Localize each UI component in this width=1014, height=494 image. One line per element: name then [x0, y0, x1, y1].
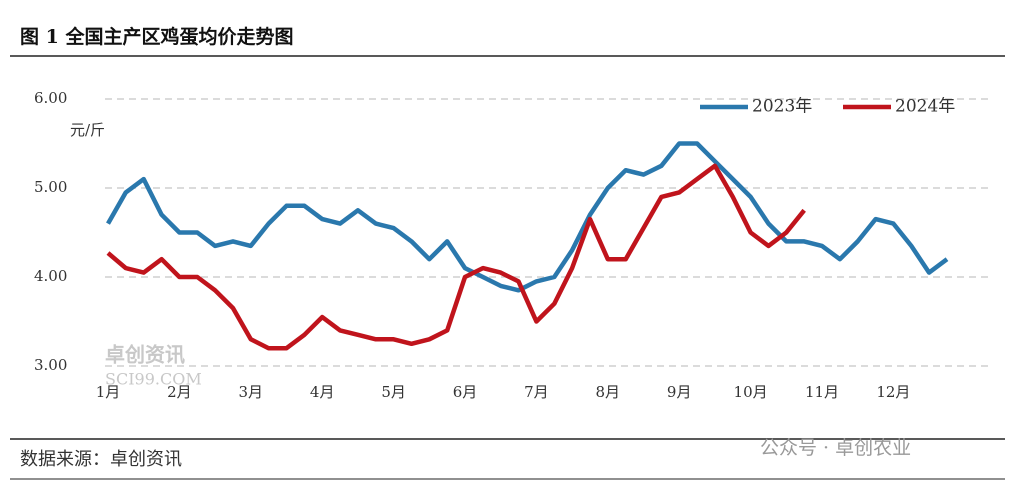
x-tick-label: 2月 — [167, 383, 192, 401]
y-axis-label: 元/斤 — [70, 121, 105, 139]
x-tick-label: 4月 — [310, 383, 335, 401]
x-tick-label: 3月 — [239, 383, 264, 401]
watermark-sub: SCI99.COM — [105, 370, 202, 389]
line-series — [106, 141, 949, 293]
source-note: 数据来源：卓创资讯 — [20, 449, 182, 470]
y-tick-label: 5.00 — [34, 178, 67, 196]
x-tick-label: 12月 — [876, 383, 910, 401]
x-tick-label: 8月 — [596, 383, 621, 401]
legend-label: 2024年 — [895, 97, 955, 117]
x-tick-label: 6月 — [453, 383, 478, 401]
y-tick-label: 3.00 — [34, 356, 67, 374]
legend-label: 2023年 — [752, 97, 812, 117]
watermark: 卓创资讯 — [105, 343, 185, 367]
line-series — [106, 163, 806, 351]
chart-title: 图 1 全国主产区鸡蛋均价走势图 — [20, 25, 293, 48]
x-tick-label: 11月 — [805, 383, 839, 401]
y-tick-label: 6.00 — [34, 89, 67, 107]
footer-logo: 公众号 · 卓创农业 — [760, 437, 911, 459]
x-tick-label: 10月 — [734, 383, 768, 401]
x-tick-label: 5月 — [381, 383, 406, 401]
y-tick-label: 4.00 — [34, 267, 67, 285]
x-tick-label: 1月 — [96, 383, 121, 401]
x-tick-label: 9月 — [667, 383, 692, 401]
x-tick-label: 7月 — [524, 383, 549, 401]
